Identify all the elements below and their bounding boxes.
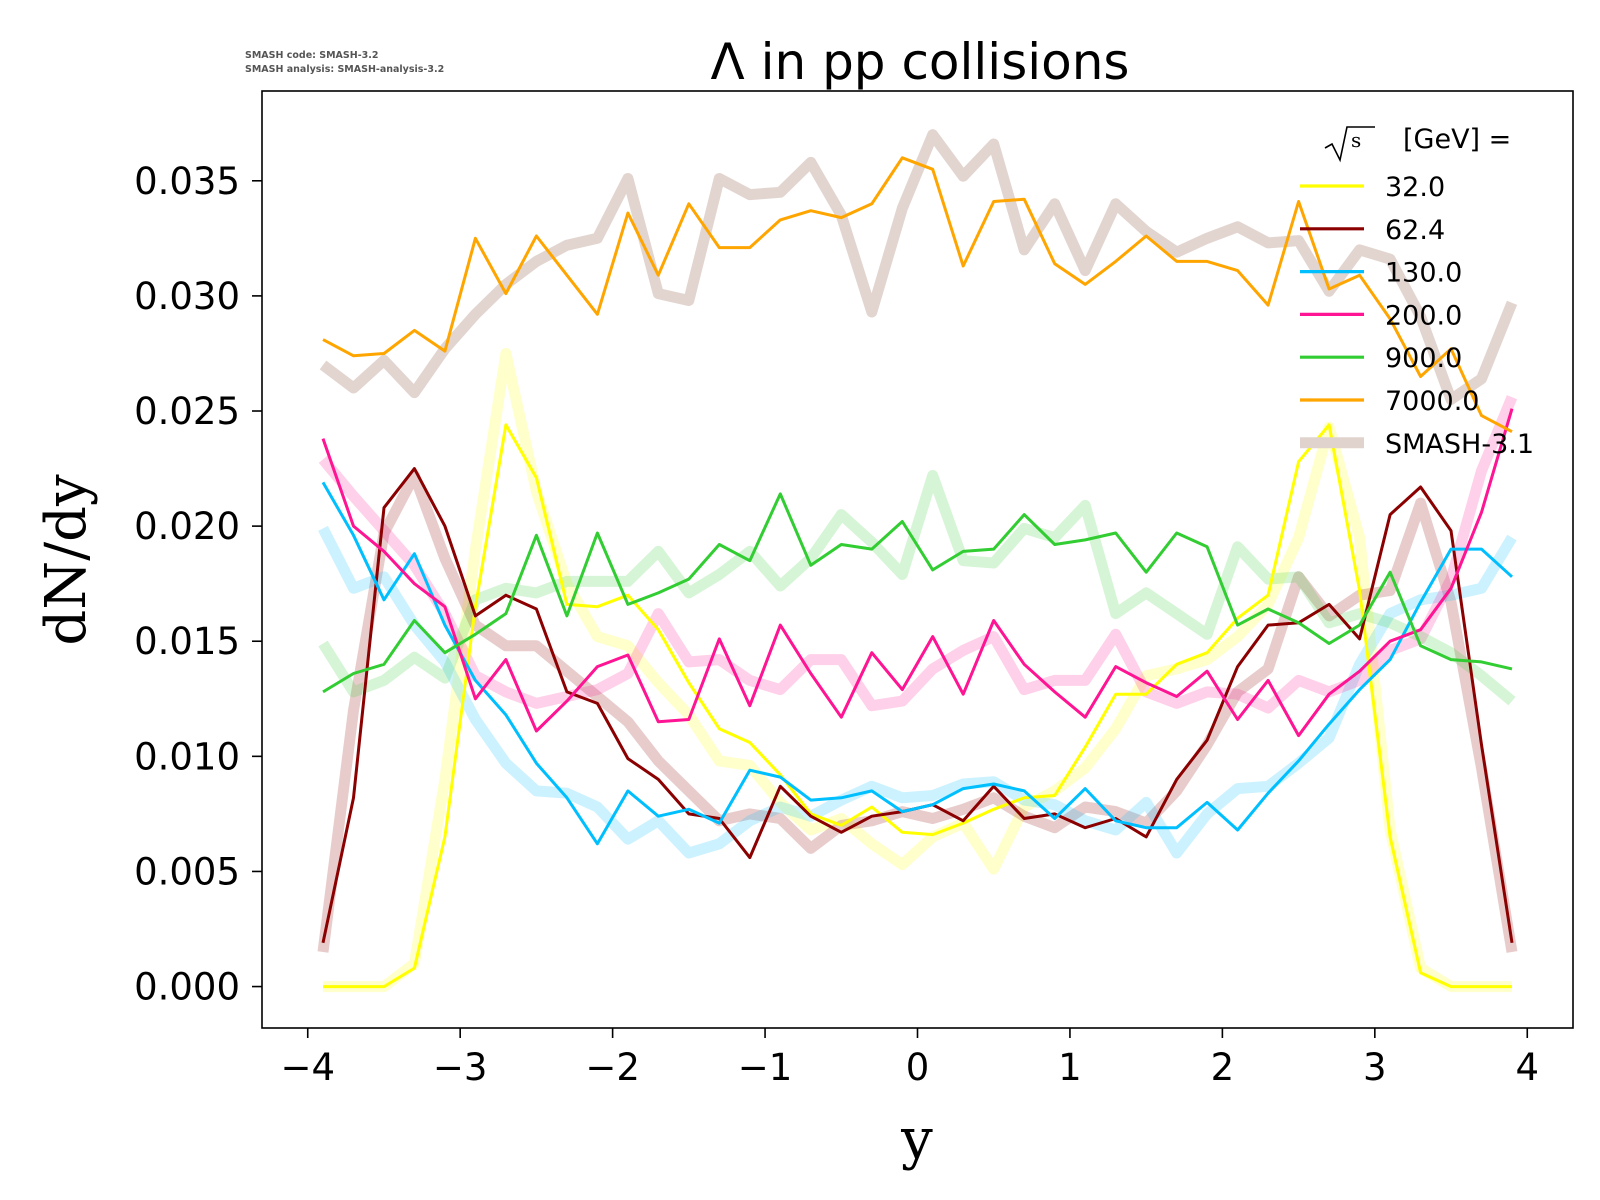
x-axis-label: y <box>900 1107 933 1172</box>
legend: s [GeV] = 32.0 62.4 130.0 200.0 900.0 7000.0 S… <box>1300 124 1534 460</box>
legend-title-symbol: s <box>1324 126 1375 163</box>
y-tick-label: 0.005 <box>134 850 240 893</box>
legend-entries: 32.0 62.4 130.0 200.0 900.0 7000.0 SMASH-3.1 <box>1300 172 1534 460</box>
sqrt-icon <box>1324 126 1375 163</box>
x-tick-label: −2 <box>585 1046 640 1089</box>
x-tick-label: 1 <box>1058 1046 1082 1089</box>
y-tick-label: 0.025 <box>134 390 240 433</box>
series-group <box>321 156 1514 989</box>
reference-series-line-6 <box>323 348 1512 993</box>
legend-label: 32.0 <box>1385 172 1445 203</box>
y-axis: 0.000 0.005 0.010 0.015 0.020 0.025 0.030 0.035 <box>134 160 262 1009</box>
version-note-code: SMASH code: SMASH-3.2 <box>245 50 378 61</box>
legend-title-s: s <box>1351 128 1361 152</box>
x-tick-label: 2 <box>1211 1046 1235 1089</box>
x-tick-label: 3 <box>1363 1046 1387 1089</box>
y-tick-label: 0.020 <box>134 505 240 548</box>
plot-frame <box>261 90 1574 1029</box>
series-line-4 <box>322 492 1513 694</box>
x-tick-label: 4 <box>1515 1046 1539 1089</box>
legend-label: 900.0 <box>1385 343 1462 374</box>
y-tick-label: 0.035 <box>134 160 240 203</box>
y-tick-label: 0.000 <box>134 966 240 1009</box>
legend-label: 62.4 <box>1385 215 1445 246</box>
reference-series-line-11 <box>319 129 1518 405</box>
legend-label: 200.0 <box>1385 300 1462 331</box>
x-tick-label: 0 <box>906 1046 930 1089</box>
y-tick-label: 0.015 <box>134 620 240 663</box>
x-tick-label: −4 <box>280 1046 335 1089</box>
legend-label: 7000.0 <box>1385 386 1479 417</box>
x-tick-label: −3 <box>433 1046 488 1089</box>
reference-series-group <box>317 129 1518 993</box>
series-line-3 <box>321 408 1514 738</box>
series-line-5 <box>322 156 1513 434</box>
reference-series-line-8 <box>318 525 1517 859</box>
x-axis: −4 −3 −2 −1 0 1 2 3 4 <box>280 1028 1539 1089</box>
legend-label: 130.0 <box>1385 258 1462 289</box>
chart-title: Λ in pp collisions <box>711 33 1130 91</box>
y-axis-label: dN/dy <box>34 474 99 646</box>
y-tick-label: 0.030 <box>134 275 240 318</box>
version-note: SMASH code: SMASH-3.2 SMASH analysis: SM… <box>245 50 444 75</box>
legend-title: [GeV] = <box>1403 124 1511 155</box>
reference-series-line-7 <box>317 470 1518 953</box>
y-tick-label: 0.010 <box>134 735 240 778</box>
legend-label: SMASH-3.1 <box>1385 429 1534 460</box>
x-tick-label: −1 <box>738 1046 793 1089</box>
version-note-analysis: SMASH analysis: SMASH-analysis-3.2 <box>245 64 444 75</box>
series-line-2 <box>321 481 1514 846</box>
reference-series-line-10 <box>318 470 1516 706</box>
